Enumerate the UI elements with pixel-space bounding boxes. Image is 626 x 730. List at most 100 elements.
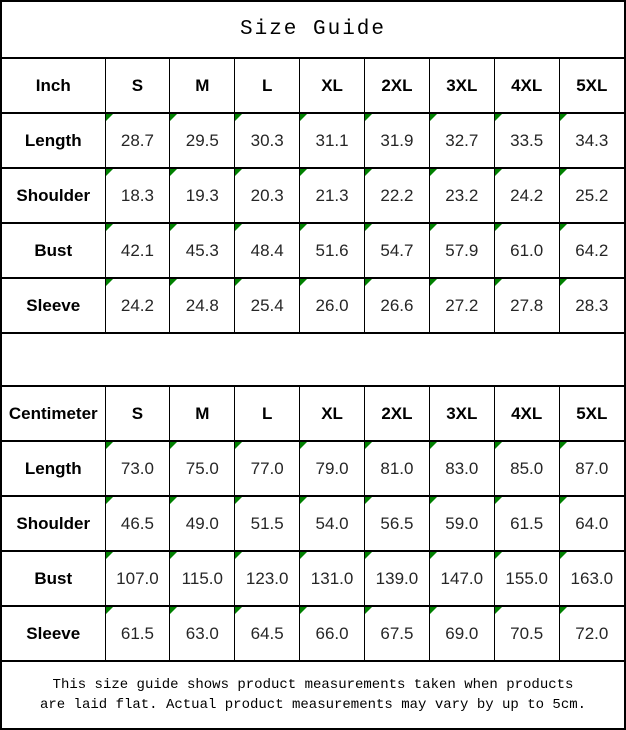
size-value-cell: 85.0 [493,440,560,497]
size-value: 61.5 [510,513,544,533]
size-value: 57.9 [445,240,479,260]
cell-corner-marker [170,553,178,559]
size-value: 28.3 [575,295,609,315]
table-row: Bust 107.0 115.0 123.0 131.0 139.0 147.0… [1,550,625,607]
table-row: Sleeve 24.2 24.8 25.4 26.0 26.6 27.2 27.… [1,277,625,333]
size-value-cell: 49.0 [169,495,236,552]
size-value-cell: 18.3 [104,167,171,224]
size-header-cell: XL [299,58,365,114]
size-value-cell: 77.0 [234,440,301,497]
cell-corner-marker [365,280,372,286]
cell-corner-marker [170,608,178,614]
cell-corner-marker [235,280,243,286]
cell-corner-marker [365,115,372,121]
size-value: 26.0 [315,295,349,315]
size-value: 51.6 [315,240,349,260]
size-value-cell: 87.0 [558,440,625,497]
size-header-cell: L [234,58,301,114]
size-value: 26.6 [380,295,414,315]
size-value-cell: 83.0 [428,440,495,497]
size-value-cell: 69.0 [428,605,495,661]
size-value: 87.0 [575,458,609,478]
size-value: 31.1 [315,130,349,150]
unit-header-cell: Centimeter [1,386,106,442]
size-value: 25.2 [575,185,609,205]
size-value-cell: 22.2 [364,167,430,224]
size-value-cell: 46.5 [104,495,171,552]
size-value-cell: 54.7 [364,222,430,279]
cell-corner-marker [300,115,308,121]
size-value-cell: 147.0 [428,550,495,607]
cell-corner-marker [105,553,113,559]
size-value: 81.0 [380,458,414,478]
cell-corner-marker [430,498,437,504]
size-value: 24.8 [185,295,219,315]
size-value: 28.7 [120,130,154,150]
cell-corner-marker [365,443,372,449]
size-value: 85.0 [510,458,544,478]
cell-corner-marker [170,170,178,176]
size-value: 64.2 [575,240,609,260]
size-value: 64.5 [250,623,284,643]
size-value-cell: 79.0 [299,440,365,497]
size-value-cell: 31.1 [299,112,365,169]
size-value: 75.0 [185,458,219,478]
size-value-cell: 63.0 [169,605,236,661]
size-value: 73.0 [120,458,154,478]
cell-corner-marker [560,225,567,231]
cell-corner-marker [235,225,243,231]
size-value: 115.0 [181,568,223,588]
size-value: 42.1 [120,240,154,260]
size-header-cell: XL [299,386,365,442]
cell-corner-marker [495,170,502,176]
size-value: 147.0 [440,568,484,588]
size-value: 19.3 [185,185,219,205]
size-value-cell: 163.0 [558,550,625,607]
cell-corner-marker [300,498,308,504]
cell-corner-marker [235,170,243,176]
size-value-cell: 54.0 [299,495,365,552]
size-value: 59.0 [445,513,479,533]
size-value-cell: 34.3 [558,112,625,169]
size-value: 23.2 [445,185,479,205]
cell-corner-marker [235,498,243,504]
cell-corner-marker [365,498,372,504]
size-value: 67.5 [380,623,414,643]
size-value: 18.3 [120,185,154,205]
size-value: 54.0 [315,513,349,533]
table-gap-spacer [2,332,624,387]
cell-corner-marker [560,170,567,176]
row-label-cell: Sleeve [1,605,106,661]
size-value-cell: 25.4 [234,277,301,333]
row-label-cell: Length [1,112,106,169]
size-header-cell: S [104,58,171,114]
size-value: 27.8 [510,295,544,315]
cell-corner-marker [170,115,178,121]
cell-corner-marker [300,280,308,286]
size-value: 20.3 [250,185,284,205]
size-value-cell: 155.0 [493,550,560,607]
cell-corner-marker [560,498,567,504]
table-row: Length 28.7 29.5 30.3 31.1 31.9 32.7 33.… [1,112,625,169]
size-value-cell: 27.8 [493,277,560,333]
size-value-cell: 42.1 [104,222,171,279]
size-value: 64.0 [575,513,609,533]
size-value-cell: 61.5 [104,605,171,661]
size-value: 25.4 [250,295,284,315]
table-header-row: Inch S M L XL 2XL 3XL 4XL 5XL [1,58,625,114]
size-value: 139.0 [375,568,419,588]
cell-corner-marker [105,498,113,504]
size-value: 61.5 [120,623,154,643]
table-row: Bust 42.1 45.3 48.4 51.6 54.7 57.9 61.0 … [1,222,625,279]
size-value-cell: 27.2 [428,277,495,333]
cell-corner-marker [365,608,372,614]
row-label-cell: Bust [1,550,106,607]
size-value-cell: 66.0 [299,605,365,661]
size-value: 63.0 [185,623,219,643]
cell-corner-marker [105,170,113,176]
size-header-cell: M [169,58,236,114]
size-value: 163.0 [570,568,614,588]
cell-corner-marker [235,608,243,614]
cell-corner-marker [560,115,567,121]
cell-corner-marker [365,170,372,176]
